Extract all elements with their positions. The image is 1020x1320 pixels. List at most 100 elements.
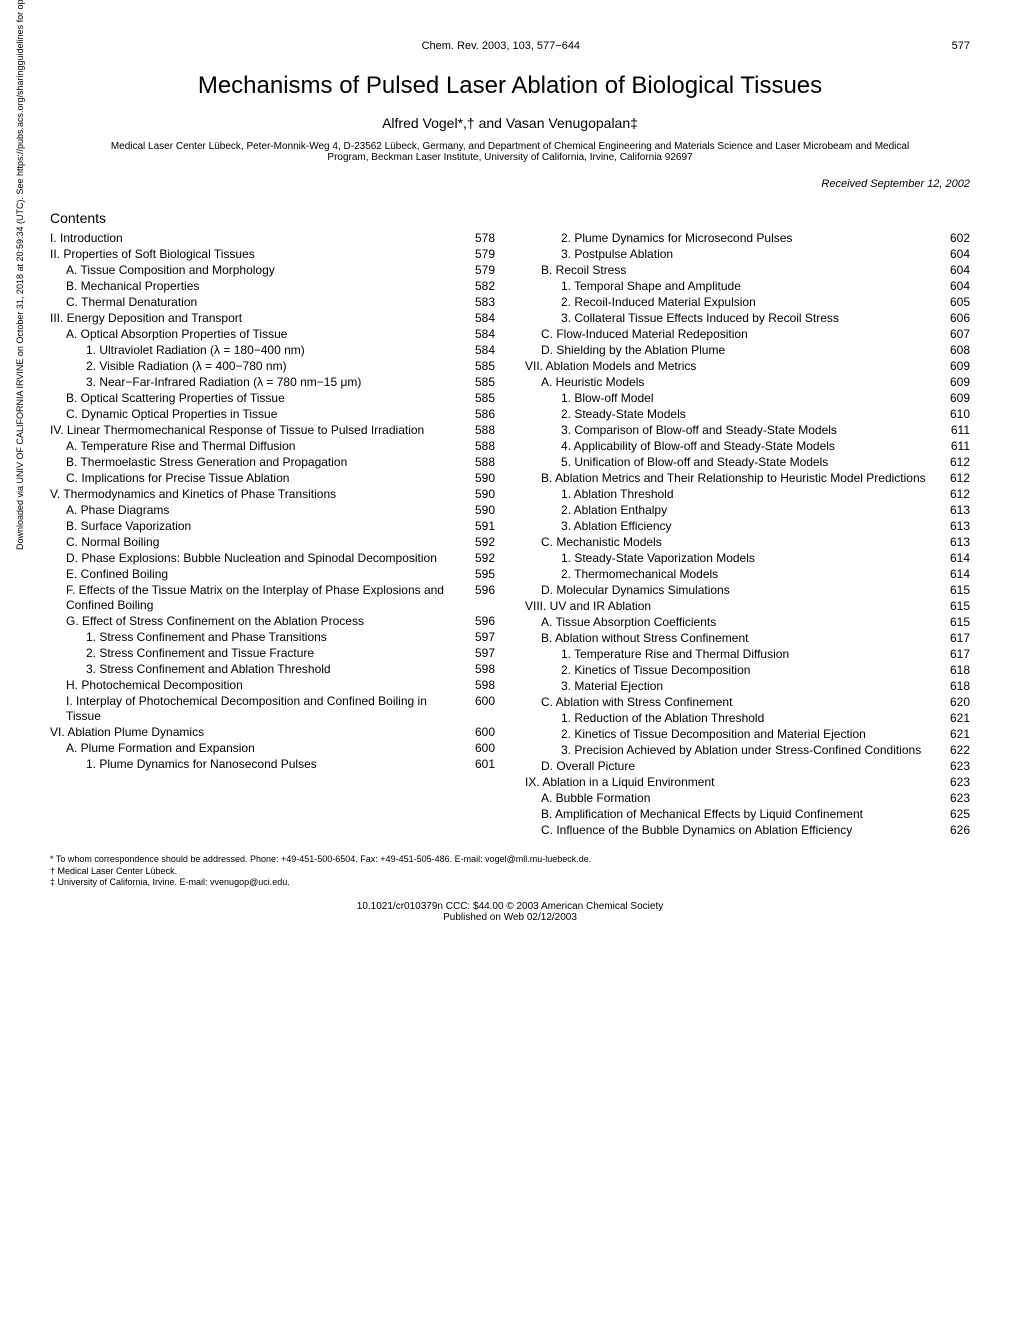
toc-page: 618 <box>942 679 970 694</box>
toc-entry: A. Optical Absorption Properties of Tiss… <box>50 327 495 342</box>
toc-label: C. Implications for Precise Tissue Ablat… <box>50 471 467 486</box>
header-line: Chem. Rev. 2003, 103, 577−644 577 <box>50 40 970 52</box>
toc-page: 590 <box>467 487 495 502</box>
toc-entry: 1. Ablation Threshold612 <box>525 487 970 502</box>
toc-entry: 3. Ablation Efficiency613 <box>525 519 970 534</box>
toc-entry: 3. Collateral Tissue Effects Induced by … <box>525 311 970 326</box>
toc-entry: VIII. UV and IR Ablation615 <box>525 599 970 614</box>
toc-page: 600 <box>467 694 495 709</box>
toc-label: A. Bubble Formation <box>525 791 942 806</box>
toc-page: 611 <box>942 423 970 438</box>
toc-label: C. Thermal Denaturation <box>50 295 467 310</box>
toc-page: 583 <box>467 295 495 310</box>
toc-page: 621 <box>942 727 970 742</box>
toc-entry: 2. Visible Radiation (λ = 400−780 nm)585 <box>50 359 495 374</box>
toc-entry: 2. Plume Dynamics for Microsecond Pulses… <box>525 231 970 246</box>
toc-label: 1. Temperature Rise and Thermal Diffusio… <box>525 647 942 662</box>
toc-entry: A. Temperature Rise and Thermal Diffusio… <box>50 439 495 454</box>
footer: 10.1021/cr010379n CCC: $44.00 © 2003 Ame… <box>50 901 970 923</box>
toc-entry: C. Dynamic Optical Properties in Tissue5… <box>50 407 495 422</box>
toc-entry: IV. Linear Thermomechanical Response of … <box>50 423 495 438</box>
toc-page: 578 <box>467 231 495 246</box>
toc-page: 588 <box>467 455 495 470</box>
toc-entry: 1. Ultraviolet Radiation (λ = 180−400 nm… <box>50 343 495 358</box>
toc-page: 617 <box>942 631 970 646</box>
toc-page: 586 <box>467 407 495 422</box>
toc-entry: B. Amplification of Mechanical Effects b… <box>525 807 970 822</box>
toc-page: 611 <box>942 439 970 454</box>
toc-entry: 1. Temperature Rise and Thermal Diffusio… <box>525 647 970 662</box>
page-number: 577 <box>952 40 970 52</box>
toc-page: 598 <box>467 662 495 677</box>
toc-label: I. Introduction <box>50 231 467 246</box>
toc-label: I. Interplay of Photochemical Decomposit… <box>50 694 467 724</box>
toc-label: B. Recoil Stress <box>525 263 942 278</box>
toc-entry: A. Phase Diagrams590 <box>50 503 495 518</box>
toc-label: 2. Kinetics of Tissue Decomposition <box>525 663 942 678</box>
toc-page: 584 <box>467 343 495 358</box>
toc-label: 4. Applicability of Blow-off and Steady-… <box>525 439 942 454</box>
toc-label: 2. Visible Radiation (λ = 400−780 nm) <box>50 359 467 374</box>
toc-entry: VII. Ablation Models and Metrics609 <box>525 359 970 374</box>
toc-label: III. Energy Deposition and Transport <box>50 311 467 326</box>
toc-label: H. Photochemical Decomposition <box>50 678 467 693</box>
toc-entry: D. Shielding by the Ablation Plume608 <box>525 343 970 358</box>
toc-page: 615 <box>942 583 970 598</box>
toc-label: 1. Temporal Shape and Amplitude <box>525 279 942 294</box>
toc-entry: G. Effect of Stress Confinement on the A… <box>50 614 495 629</box>
toc-label: VIII. UV and IR Ablation <box>525 599 942 614</box>
toc-page: 610 <box>942 407 970 422</box>
toc-page: 584 <box>467 311 495 326</box>
toc-label: 1. Blow-off Model <box>525 391 942 406</box>
toc-label: A. Tissue Absorption Coefficients <box>525 615 942 630</box>
toc-label: 2. Plume Dynamics for Microsecond Pulses <box>525 231 942 246</box>
toc-label: B. Surface Vaporization <box>50 519 467 534</box>
footnote-line: * To whom correspondence should be addre… <box>50 854 970 866</box>
toc-label: 2. Ablation Enthalpy <box>525 503 942 518</box>
toc-label: 2. Thermomechanical Models <box>525 567 942 582</box>
toc-label: B. Ablation without Stress Confinement <box>525 631 942 646</box>
toc-label: 3. Material Ejection <box>525 679 942 694</box>
toc-entry: 4. Applicability of Blow-off and Steady-… <box>525 439 970 454</box>
footer-line1: 10.1021/cr010379n CCC: $44.00 © 2003 Ame… <box>50 901 970 912</box>
contents-heading: Contents <box>50 210 970 226</box>
toc-entry: C. Influence of the Bubble Dynamics on A… <box>525 823 970 838</box>
toc-entry: B. Optical Scattering Properties of Tiss… <box>50 391 495 406</box>
toc-label: B. Thermoelastic Stress Generation and P… <box>50 455 467 470</box>
toc-label: 3. Stress Confinement and Ablation Thres… <box>50 662 467 677</box>
toc-entry: B. Recoil Stress604 <box>525 263 970 278</box>
footnotes: * To whom correspondence should be addre… <box>50 854 970 889</box>
toc-page: 614 <box>942 567 970 582</box>
toc-page: 600 <box>467 725 495 740</box>
toc-label: 1. Plume Dynamics for Nanosecond Pulses <box>50 757 467 772</box>
toc-entry: II. Properties of Soft Biological Tissue… <box>50 247 495 262</box>
toc-entry: B. Ablation without Stress Confinement61… <box>525 631 970 646</box>
toc-entry: III. Energy Deposition and Transport584 <box>50 311 495 326</box>
toc-label: B. Amplification of Mechanical Effects b… <box>525 807 942 822</box>
toc-entry: E. Confined Boiling595 <box>50 567 495 582</box>
toc-page: 613 <box>942 503 970 518</box>
toc-label: 1. Steady-State Vaporization Models <box>525 551 942 566</box>
toc-page: 596 <box>467 583 495 598</box>
toc-entry: C. Ablation with Stress Confinement620 <box>525 695 970 710</box>
toc-label: F. Effects of the Tissue Matrix on the I… <box>50 583 467 613</box>
toc-page: 609 <box>942 391 970 406</box>
toc-entry: 3. Postpulse Ablation604 <box>525 247 970 262</box>
toc-entry: 3. Stress Confinement and Ablation Thres… <box>50 662 495 677</box>
toc-entry: C. Implications for Precise Tissue Ablat… <box>50 471 495 486</box>
toc-entry: D. Phase Explosions: Bubble Nucleation a… <box>50 551 495 566</box>
toc-label: D. Shielding by the Ablation Plume <box>525 343 942 358</box>
toc-label: 1. Reduction of the Ablation Threshold <box>525 711 942 726</box>
toc-page: 608 <box>942 343 970 358</box>
toc-entry: B. Mechanical Properties582 <box>50 279 495 294</box>
toc-entry: 3. Comparison of Blow-off and Steady-Sta… <box>525 423 970 438</box>
toc-label: 2. Steady-State Models <box>525 407 942 422</box>
toc-page: 590 <box>467 503 495 518</box>
toc-page: 591 <box>467 519 495 534</box>
toc-page: 612 <box>942 471 970 486</box>
toc-page: 620 <box>942 695 970 710</box>
toc-entry: I. Interplay of Photochemical Decomposit… <box>50 694 495 724</box>
toc-label: 2. Kinetics of Tissue Decomposition and … <box>525 727 942 742</box>
footnote-line: † Medical Laser Center Lübeck. <box>50 866 970 878</box>
toc-label: 3. Ablation Efficiency <box>525 519 942 534</box>
